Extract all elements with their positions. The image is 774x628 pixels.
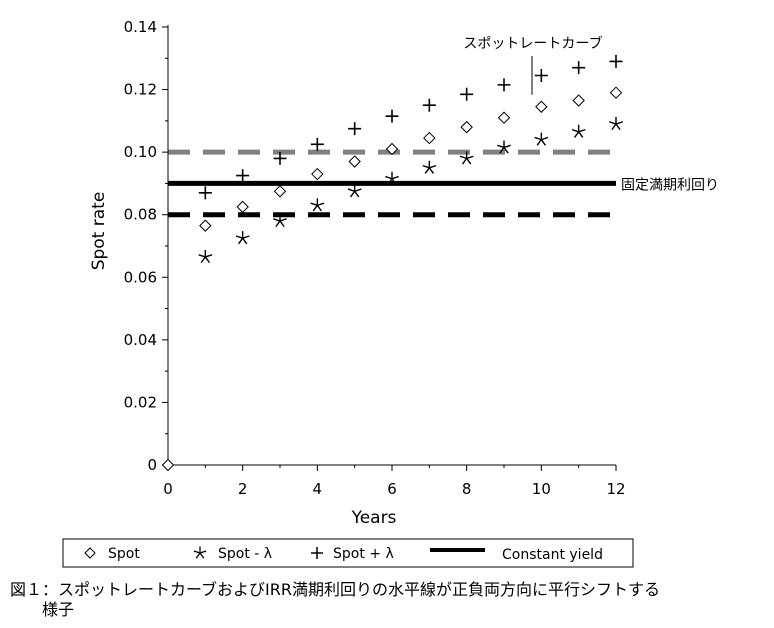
- legend-constant-yield-label: Constant yield: [502, 547, 603, 563]
- annotation-constant-yield: 固定満期利回り: [621, 177, 719, 193]
- point-spot-minus-lambda: [534, 132, 549, 146]
- point-spot: [236, 200, 249, 214]
- point-spot: [385, 142, 399, 156]
- y-tick-label: 0.14: [124, 18, 157, 36]
- x-tick-label: 12: [606, 480, 625, 498]
- point-spot: [348, 155, 361, 168]
- y-tick-label: 0.02: [124, 393, 157, 411]
- legend-box: [62, 538, 634, 568]
- y-axis-title: Spot rate: [89, 192, 109, 271]
- series-layer: [161, 54, 623, 472]
- point-spot: [460, 120, 473, 134]
- point-spot-plus-lambda: [460, 87, 474, 101]
- y-tick-label: 0: [147, 456, 157, 474]
- point-spot-minus-lambda: [273, 213, 287, 228]
- y-tick-label: 0.06: [124, 268, 157, 286]
- y-tick-label: 0.10: [124, 143, 157, 161]
- x-tick-label: 10: [532, 480, 551, 498]
- point-spot-minus-lambda: [422, 160, 437, 174]
- point-spot-plus-lambda: [534, 68, 548, 82]
- legend-spot-minus-label: Spot - λ: [218, 546, 272, 562]
- legend: Spot Spot - λ Spot + λ Constant yield: [62, 538, 634, 568]
- x-tick-label: 6: [387, 480, 397, 498]
- caption-line-1: 図１：スポットレートカーブおよびIRR満期利回りの水平線が正負両方向に平行シフト…: [10, 580, 660, 599]
- caption-line-2: 様子: [10, 600, 75, 619]
- figure-caption: 図１：スポットレートカーブおよびIRR満期利回りの水平線が正負両方向に平行シフト…: [10, 580, 770, 620]
- point-spot-minus-lambda: [198, 249, 213, 264]
- point-spot-plus-lambda: [348, 122, 362, 136]
- chart: 0 0.02 0.04 0.06 0.08 0.10 0.12 0.14 0 2 4 6 8 10 12 Ye…: [62, 18, 719, 568]
- point-spot-plus-lambda: [198, 186, 212, 200]
- y-tick-label: 0.08: [124, 206, 157, 224]
- x-tick-label: 0: [163, 480, 173, 498]
- point-spot: [497, 111, 511, 124]
- point-spot-plus-lambda: [422, 98, 436, 112]
- x-axis-title: Years: [351, 508, 397, 528]
- point-spot: [161, 458, 175, 472]
- point-spot-minus-lambda: [571, 124, 586, 138]
- point-spot: [572, 94, 585, 107]
- point-spot-minus-lambda: [235, 231, 250, 245]
- legend-spot-label: Spot: [108, 546, 140, 562]
- legend-spot-plus-label: Spot + λ: [333, 546, 394, 562]
- legend-spot-minus-marker: [193, 546, 207, 559]
- point-spot-plus-lambda: [609, 54, 623, 68]
- point-spot-plus-lambda: [385, 109, 399, 123]
- point-spot-plus-lambda: [236, 169, 250, 183]
- point-spot-plus-lambda: [273, 151, 287, 165]
- x-tick-label: 2: [238, 480, 248, 498]
- point-spot-minus-lambda: [459, 151, 474, 165]
- y-tick-label: 0.12: [124, 81, 157, 99]
- point-spot-minus-lambda: [347, 184, 362, 198]
- point-spot: [311, 167, 324, 181]
- x-tick-label: 8: [462, 480, 472, 498]
- x-tick-label: 4: [313, 480, 323, 498]
- point-spot-minus-lambda: [497, 140, 511, 154]
- point-spot-plus-lambda: [497, 78, 511, 92]
- point-spot-plus-lambda: [310, 137, 324, 151]
- point-spot: [609, 86, 623, 99]
- point-spot-minus-lambda: [609, 116, 623, 131]
- point-spot: [535, 100, 548, 113]
- point-spot: [199, 219, 212, 232]
- point-spot: [273, 185, 287, 198]
- annotation-spot-curve: スポットレートカーブ: [463, 35, 602, 52]
- legend-spot-marker: [84, 547, 96, 559]
- legend-spot-plus-marker: [311, 547, 323, 559]
- axes: 0 0.02 0.04 0.06 0.08 0.10 0.12 0.14 0 2 4 6 8 10 12 Ye…: [89, 18, 626, 528]
- y-tick-label: 0.04: [124, 331, 157, 349]
- point-spot-plus-lambda: [572, 61, 586, 75]
- point-spot: [423, 131, 436, 145]
- point-spot-minus-lambda: [310, 198, 325, 212]
